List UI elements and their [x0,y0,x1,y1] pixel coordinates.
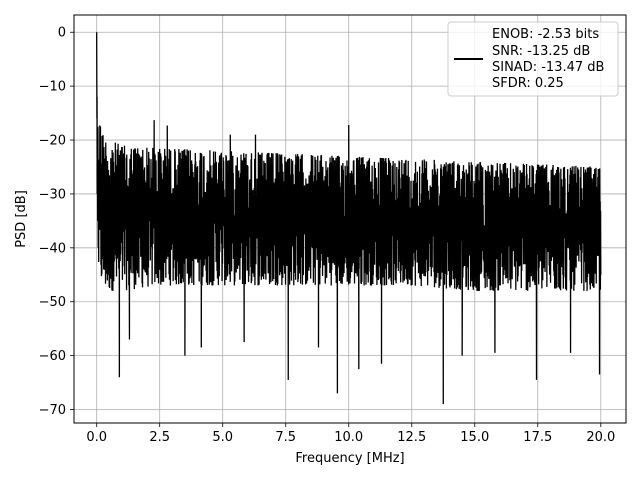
legend-enob: ENOB: -2.53 bits [492,27,599,42]
legend-sinad: SINAD: -13.47 dB [492,60,604,75]
legend-box [447,21,619,97]
y-tick-label: −20 [39,134,66,149]
y-axis-label: PSD [dB] [14,190,29,248]
y-tick-label: −40 [39,241,66,256]
x-tick-label: 20.0 [586,430,615,445]
y-tick-label: −30 [39,187,66,202]
x-tick-label: 5.0 [212,430,233,445]
y-tick-label: −10 [39,80,66,95]
x-tick-label: 7.5 [275,430,296,445]
x-tick-label: 10.0 [334,430,363,445]
x-tick-label: 2.5 [149,430,170,445]
x-tick-label: 15.0 [460,430,489,445]
legend-snr: SNR: -13.25 dB [492,44,590,59]
series-layer [96,32,602,405]
y-tick-label: −50 [39,295,66,310]
x-tick-label: 0.0 [86,430,107,445]
x-tick-label: 17.5 [523,430,552,445]
y-tick-label: −70 [39,403,66,418]
y-tick-label: 0 [58,26,66,41]
legend-sfdr: SFDR: 0.25 [492,76,564,91]
y-tick-label: −60 [39,349,66,364]
psd-series-line [96,32,602,405]
x-tick-label: 12.5 [397,430,426,445]
plot-frame [73,14,627,424]
y-axis-ticks: 0 −10 −20 −30 −40 −50 −60 −70 [39,26,74,418]
x-axis-ticks: 0.0 2.5 5.0 7.5 10.0 12.5 15.0 17.5 20.0 [86,423,615,445]
x-axis-label: Frequency [MHz] [295,451,404,466]
legend: ENOB: -2.53 bits SNR: -13.25 dB SINAD: -… [447,21,619,97]
